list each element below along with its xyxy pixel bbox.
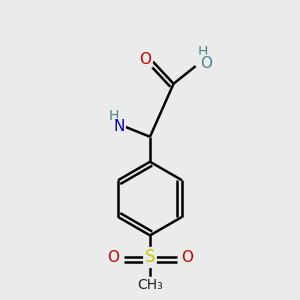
Text: H: H [109,109,119,122]
Text: O: O [107,250,119,265]
Text: S: S [145,248,155,266]
Text: O: O [181,250,193,265]
Text: O: O [200,56,212,70]
Text: H: H [198,45,208,59]
Text: O: O [140,52,152,67]
Text: CH₃: CH₃ [137,278,163,292]
Text: N: N [113,119,125,134]
